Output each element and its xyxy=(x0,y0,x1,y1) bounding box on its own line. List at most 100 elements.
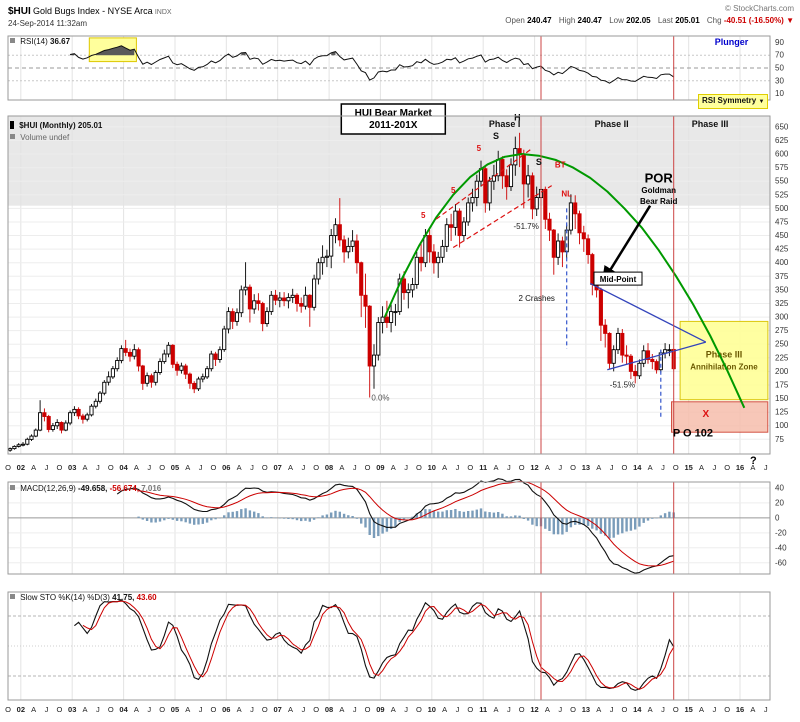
time-tick-label: 07 xyxy=(274,705,282,714)
candle-body xyxy=(12,445,17,450)
macd-histogram-bar xyxy=(475,509,478,518)
price-tick-label: 575 xyxy=(775,163,789,172)
candle-body xyxy=(483,168,488,204)
candle-body xyxy=(440,245,445,258)
copyright: © StockCharts.com xyxy=(724,4,794,13)
candle-body xyxy=(46,416,51,430)
time-tick-label: O xyxy=(5,705,11,714)
candle-body xyxy=(573,202,578,215)
time-tick-label: O xyxy=(262,705,268,714)
price-tick-label: 600 xyxy=(775,150,789,159)
time-tick-label: O xyxy=(5,463,11,472)
time-tick-label: A xyxy=(391,705,396,714)
time-tick-label: J xyxy=(661,463,665,472)
quote-line: Open 240.47 High 240.47 Low 202.05 Last … xyxy=(500,16,794,26)
candle-body xyxy=(397,278,402,313)
last-value: 205.01 xyxy=(675,16,700,25)
macd-histogram-bar xyxy=(330,512,333,518)
time-tick-label: J xyxy=(764,705,768,714)
time-tick-label: A xyxy=(237,705,242,714)
target-zone xyxy=(671,401,769,433)
time-tick-label: 11 xyxy=(479,463,487,472)
macd-histogram-bar xyxy=(634,517,637,530)
candle-body xyxy=(654,361,659,371)
candle-body xyxy=(217,349,222,360)
time-tick-label: O xyxy=(724,705,730,714)
price-tick-label: 400 xyxy=(775,258,789,267)
macd-histogram-bar xyxy=(668,511,671,518)
trendline-dashed xyxy=(435,149,531,220)
zone-label-line1: Phase III xyxy=(706,350,743,360)
macd-histogram-bar xyxy=(265,517,269,519)
candle-body xyxy=(106,376,111,383)
time-tick-label: A xyxy=(494,705,499,714)
macd-histogram-bar xyxy=(248,510,252,518)
macd-histogram-bar xyxy=(428,509,431,518)
candle-body xyxy=(239,289,244,314)
candle-body xyxy=(290,294,295,298)
time-tick-label: J xyxy=(764,463,768,472)
candle-body xyxy=(230,311,235,322)
macd-histogram-bar xyxy=(150,517,153,523)
phase-label: Phase I xyxy=(489,119,521,129)
candle-body xyxy=(354,240,359,264)
rsi-label: RSI(14) xyxy=(20,37,48,46)
time-tick-label: O xyxy=(211,463,217,472)
shs-label: S xyxy=(493,131,499,141)
time-tick-label: 08 xyxy=(325,463,333,472)
candle-body xyxy=(59,422,64,431)
candle-body xyxy=(534,197,539,210)
macd-histogram-bar xyxy=(295,517,299,521)
candle-body xyxy=(350,240,355,247)
time-tick-label: J xyxy=(661,705,665,714)
candle-body xyxy=(363,294,368,307)
volume-label: Volume undef xyxy=(20,133,70,142)
time-tick-label: A xyxy=(288,705,293,714)
time-tick-label: A xyxy=(545,705,550,714)
candle-body xyxy=(453,210,458,228)
macd-histogram-bar xyxy=(312,517,316,520)
macd-histogram-bar xyxy=(535,517,538,527)
macd-histogram-bar xyxy=(595,517,598,531)
macd-histogram-bar xyxy=(167,517,170,519)
macd-histogram-bar xyxy=(565,517,568,532)
macd-histogram-bar xyxy=(651,517,654,519)
macd-histogram-bar xyxy=(659,515,662,518)
macd-histogram-bar xyxy=(223,515,226,518)
candle-body xyxy=(526,175,531,185)
macd-histogram-bar xyxy=(419,512,423,518)
sto-indicator-icon xyxy=(10,594,15,599)
candle-body xyxy=(166,344,171,355)
macd-histogram-bar xyxy=(445,510,448,518)
candle-body xyxy=(324,255,329,258)
candle-body xyxy=(504,175,509,188)
rsi-symmetry-label: RSI Symmetry ▼ xyxy=(698,94,769,109)
candle-body xyxy=(264,311,270,325)
time-tick-label: J xyxy=(558,705,562,714)
candle-body xyxy=(119,348,124,362)
rsi-tick-label: 10 xyxy=(775,89,784,98)
time-tick-label: A xyxy=(288,463,293,472)
candle-body xyxy=(170,344,175,365)
time-tick-label: 05 xyxy=(171,463,179,472)
candle-body xyxy=(286,297,291,302)
wave-label: NL xyxy=(561,189,572,198)
candle-body xyxy=(389,311,394,323)
time-tick-label: J xyxy=(250,463,254,472)
rsi-tick-label: 30 xyxy=(775,76,784,85)
rsi-tick-label: 90 xyxy=(775,38,784,47)
wave-label: 5 xyxy=(477,144,482,153)
rsi-tick-label: 70 xyxy=(775,51,784,60)
candle-body xyxy=(273,294,278,301)
candle-body xyxy=(568,202,573,231)
macd-histogram-bar xyxy=(360,517,363,524)
time-tick-label: J xyxy=(558,463,562,472)
candle-body xyxy=(157,361,163,373)
macd-histogram-bar xyxy=(231,511,234,518)
candle-body xyxy=(663,349,668,354)
price-tick-label: 650 xyxy=(775,122,789,131)
time-tick-label: J xyxy=(302,705,306,714)
macd-histogram-bar xyxy=(608,517,611,539)
candle-body xyxy=(127,351,133,357)
time-tick-label: J xyxy=(353,463,357,472)
